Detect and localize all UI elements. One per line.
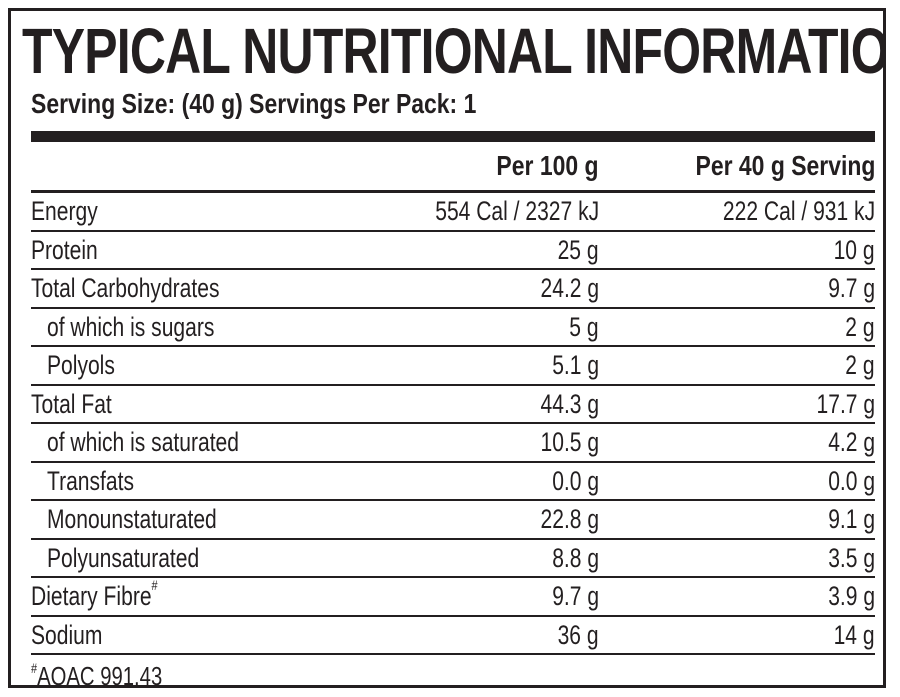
value-per-serving: 9.7 g xyxy=(828,273,875,303)
value-per-serving: 9.1 g xyxy=(828,504,875,534)
nutrient-name: Transfats xyxy=(47,465,135,496)
nutrient-name: Energy xyxy=(31,196,98,226)
nutrient-label: Protein xyxy=(31,232,98,268)
value-per-serving: 17.7 g xyxy=(816,388,875,419)
nutrient-name: Total Fat xyxy=(31,388,112,419)
table-row: Monounstaturated 22.8 g 9.1 g xyxy=(31,501,875,540)
value-per-100g: 0.0 g xyxy=(552,465,599,496)
nutrient-name: Total Carbohydrates xyxy=(31,273,220,303)
value-per-serving: 3.5 g xyxy=(828,542,875,573)
nutrient-name: Protein xyxy=(31,234,98,265)
nutrient-label: of which is sugars xyxy=(47,309,214,345)
value-per-100g: 36 g xyxy=(558,619,599,650)
footnote-text: AOAC 991.43 xyxy=(37,661,163,688)
value-per-100g: 25 g xyxy=(558,234,599,265)
table-row: Protein 25 g 10 g xyxy=(31,232,875,270)
column-header-per-serving: Per 40 g Serving xyxy=(695,150,875,181)
nutrient-label: Monounstaturated xyxy=(47,501,217,537)
nutrient-label: Transfats xyxy=(47,463,134,499)
thick-divider xyxy=(31,131,875,142)
nutrient-label: Polyols xyxy=(47,347,115,383)
value-per-100g: 24.2 g xyxy=(540,273,599,303)
footnote-reference-mark: # xyxy=(151,577,158,593)
value-per-serving: 0.0 g xyxy=(828,465,875,496)
serving-info: Serving Size: (40 g) Servings Per Pack: … xyxy=(31,88,477,119)
nutrient-name: Polyunsaturated xyxy=(47,542,200,573)
column-header-per-100g: Per 100 g xyxy=(496,150,599,181)
value-per-serving: 2 g xyxy=(845,311,875,342)
nutrient-name: Monounstaturated xyxy=(47,504,217,534)
table-row: Polyols 5.1 g 2 g xyxy=(31,347,875,386)
nutrient-label: of which is saturated xyxy=(47,424,239,460)
table-header: Per 100 g Per 40 g Serving xyxy=(31,142,875,193)
nutrient-label: Polyunsaturated xyxy=(47,540,199,576)
table-row: Polyunsaturated 8.8 g 3.5 g xyxy=(31,540,875,578)
value-per-serving: 3.9 g xyxy=(828,581,875,611)
table-row: Total Carbohydrates 24.2 g 9.7 g xyxy=(31,270,875,309)
nutrient-label: Total Carbohydrates xyxy=(31,270,219,306)
table-row: Energy 554 Cal / 2327 kJ 222 Cal / 931 kJ xyxy=(31,193,875,232)
value-per-serving: 10 g xyxy=(834,234,875,265)
value-per-100g: 8.8 g xyxy=(552,542,599,573)
table-row: of which is saturated 10.5 g 4.2 g xyxy=(31,424,875,463)
nutrient-name: of which is saturated xyxy=(47,427,239,457)
table-row: Dietary Fibre# 9.7 g 3.9 g xyxy=(31,578,875,617)
nutrient-label: Total Fat xyxy=(31,386,112,422)
panel-title: TYPICAL NUTRITIONAL INFORMATION xyxy=(22,15,886,87)
table-row: Sodium 36 g 14 g xyxy=(31,617,875,655)
value-per-100g: 5 g xyxy=(569,311,599,342)
nutrition-panel: TYPICAL NUTRITIONAL INFORMATION Serving … xyxy=(8,8,886,688)
value-per-100g: 22.8 g xyxy=(540,504,599,534)
value-per-100g: 5.1 g xyxy=(552,350,599,380)
table-row: Transfats 0.0 g 0.0 g xyxy=(31,463,875,501)
value-per-100g: 9.7 g xyxy=(552,581,599,611)
value-per-100g: 10.5 g xyxy=(540,427,599,457)
nutrient-name: Sodium xyxy=(31,619,103,650)
footnote-mark: # xyxy=(31,660,38,676)
nutrient-name: of which is sugars xyxy=(47,311,215,342)
nutrient-name: Polyols xyxy=(47,350,115,380)
nutrition-table-body: Energy 554 Cal / 2327 kJ 222 Cal / 931 kJ P… xyxy=(31,193,875,655)
value-per-serving: 222 Cal / 931 kJ xyxy=(722,196,875,226)
value-per-serving: 2 g xyxy=(845,350,875,380)
value-per-serving: 4.2 g xyxy=(828,427,875,457)
nutrient-label: Energy xyxy=(31,193,98,229)
value-per-100g: 554 Cal / 2327 kJ xyxy=(435,196,599,226)
value-per-serving: 14 g xyxy=(834,619,875,650)
nutrient-label: Dietary Fibre# xyxy=(31,578,158,614)
nutrient-name: Dietary Fibre xyxy=(31,581,152,611)
table-row: of which is sugars 5 g 2 g xyxy=(31,309,875,347)
nutrient-label: Sodium xyxy=(31,617,102,653)
footnote: #AOAC 991.43 xyxy=(31,660,163,688)
table-row: Total Fat 44.3 g 17.7 g xyxy=(31,386,875,424)
value-per-100g: 44.3 g xyxy=(540,388,599,419)
